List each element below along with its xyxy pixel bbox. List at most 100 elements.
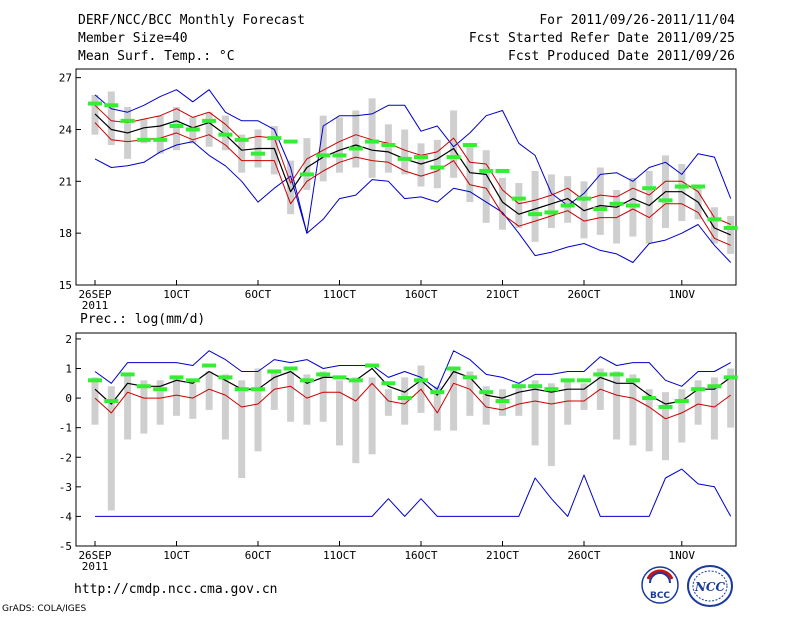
spread-bar	[482, 150, 490, 223]
source-url[interactable]: http://cmdp.ncc.cma.gov.cn	[74, 582, 278, 597]
observed-marker	[332, 153, 347, 158]
observed-marker	[88, 101, 102, 106]
spread-bar	[433, 386, 441, 431]
observed-marker	[593, 372, 608, 377]
y-tick-label: 18	[59, 227, 72, 240]
spread-bar	[450, 368, 458, 431]
spread-bar	[564, 380, 572, 425]
observed-marker	[723, 375, 738, 380]
series-line-band-low	[94, 382, 731, 420]
observed-marker	[723, 225, 738, 230]
observed-marker	[609, 372, 624, 377]
y-tick-label: -2	[59, 451, 72, 464]
x-tick-label: 26SEP	[78, 549, 111, 562]
spread-bar	[613, 371, 621, 440]
observed-marker	[185, 127, 200, 132]
spread-bar	[319, 115, 327, 182]
spread-bar	[645, 389, 653, 452]
observed-marker	[218, 132, 233, 137]
observed-marker	[267, 369, 282, 374]
x-tick-label: 6OCT	[245, 288, 272, 301]
spread-bar	[124, 374, 132, 440]
observed-marker	[381, 143, 396, 148]
observed-marker	[430, 165, 445, 170]
observed-marker	[691, 184, 706, 189]
x-tick-label: 1NOV	[669, 549, 696, 562]
bcc-logo: BCC	[641, 566, 679, 604]
spread-bar	[547, 174, 555, 228]
observed-marker	[430, 390, 445, 395]
spread-bar	[727, 368, 735, 428]
spread-bar	[91, 377, 99, 425]
observed-marker	[446, 366, 461, 371]
spread-bar	[629, 374, 637, 446]
member-size-label: Member Size=40	[78, 31, 188, 46]
x-tick-label: 26SEP	[78, 288, 111, 301]
spread-bar	[580, 181, 588, 239]
observed-marker	[316, 372, 331, 377]
x-year-label: 2011	[82, 299, 109, 312]
spread-bar	[531, 170, 539, 242]
x-tick-label: 26OCT	[567, 549, 600, 562]
observed-marker	[544, 387, 559, 392]
spread-bar	[287, 371, 295, 422]
observed-marker	[299, 378, 314, 383]
spread-bar	[678, 389, 686, 443]
plot-frame	[75, 332, 737, 547]
spread-bar	[287, 160, 295, 215]
forecast-period: For 2011/09/26-2011/11/04	[539, 13, 735, 28]
x-tick-label: 1OCT	[163, 288, 190, 301]
observed-marker	[169, 375, 184, 380]
observed-marker	[707, 217, 722, 222]
spread-bar	[417, 143, 425, 187]
spread-bar	[450, 110, 458, 178]
y-tick-label: -3	[59, 481, 72, 494]
observed-marker	[414, 378, 428, 383]
observed-marker	[462, 375, 477, 380]
observed-marker	[658, 198, 673, 203]
spread-bar	[662, 392, 669, 461]
chart-title: DERF/NCC/BCC Monthly Forecast	[78, 13, 305, 28]
spread-bar	[515, 183, 523, 228]
observed-marker	[332, 375, 347, 380]
observed-marker	[674, 399, 689, 404]
y-tick-label: -5	[59, 540, 72, 553]
spread-bar	[482, 386, 490, 425]
spread-bar	[205, 371, 213, 410]
observed-marker	[381, 381, 396, 386]
observed-marker	[299, 172, 314, 177]
observed-marker	[479, 390, 494, 395]
ncc-logo: NCC	[687, 565, 733, 607]
observed-marker	[136, 384, 151, 389]
precipitation-panel: -5 -4 -3 -2 -1 0 1 2 26SEP 1OCT 6OCT 11OCT 16OCT 21OC…	[59, 332, 738, 573]
observed-marker	[609, 201, 624, 206]
spread-bar	[401, 129, 409, 175]
spread-bar	[710, 207, 718, 244]
observed-marker	[251, 387, 265, 392]
observed-marker	[316, 153, 331, 158]
observed-marker	[104, 399, 119, 404]
series-line-ensemble-min	[94, 141, 732, 263]
observed-marker	[283, 139, 298, 144]
y-tick-label: 21	[59, 175, 72, 188]
y-tick-label: 2	[65, 333, 72, 346]
spread-bar	[401, 377, 409, 425]
spread-bar	[140, 380, 148, 434]
spread-bar	[564, 176, 572, 223]
spread-bar	[384, 389, 392, 416]
plot-frame	[75, 68, 737, 286]
observed-marker	[397, 396, 412, 401]
spread-bar	[107, 91, 115, 146]
observed-marker	[120, 372, 135, 377]
spread-bar	[270, 126, 278, 175]
spread-bar	[515, 383, 523, 416]
observed-marker	[251, 151, 265, 156]
spread-bar	[319, 371, 327, 422]
observed-marker	[560, 203, 575, 208]
y-tick-label: 27	[59, 72, 72, 85]
observed-marker	[528, 212, 543, 217]
spread-bar	[531, 380, 539, 446]
observed-marker	[185, 378, 200, 383]
spread-bar	[156, 115, 164, 154]
observed-marker	[397, 156, 412, 161]
